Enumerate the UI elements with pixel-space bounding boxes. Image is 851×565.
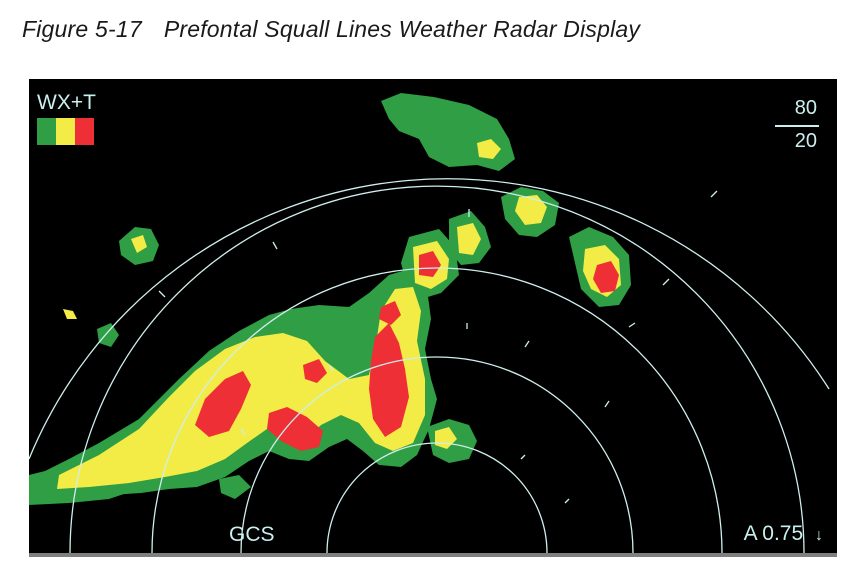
cell-north-core — [477, 139, 501, 159]
cell-far-west — [97, 323, 119, 347]
range-rings — [29, 178, 830, 553]
cell-east-1-core — [515, 195, 547, 225]
weather-radar-display: WX+T 80 20 GCS A 0.75 ↓ — [29, 79, 837, 553]
squall-red-small — [303, 359, 327, 383]
precip-red-layer — [195, 251, 619, 451]
range-inner-label: 20 — [794, 130, 817, 152]
legend-red-swatch — [75, 118, 94, 145]
intensity-legend — [37, 118, 94, 145]
azimuth-ticks — [158, 190, 718, 504]
figure-title: Prefontal Squall Lines Weather Radar Dis… — [163, 16, 641, 42]
range-ring-2 — [240, 356, 634, 553]
tilt-value: A 0.75 — [743, 522, 804, 545]
range-ring-4 — [69, 185, 805, 553]
tilt-down-arrow-icon: ↓ — [815, 527, 823, 544]
range-divider — [775, 125, 819, 127]
cell-mid-1-core — [457, 223, 481, 255]
cell-far-west-core — [63, 309, 77, 319]
cell-nw-core — [131, 235, 147, 253]
legend-green-swatch — [37, 118, 56, 145]
gcs-label: GCS — [229, 523, 275, 546]
squall-red-middle — [267, 407, 323, 451]
figure-number: Figure 5-17 — [22, 16, 142, 42]
display-bottom-border — [29, 553, 837, 557]
squall-red-east — [369, 323, 409, 437]
antenna-tilt-readout: A 0.75 ↓ — [744, 522, 823, 546]
cell-north — [381, 93, 515, 171]
radar-scope — [29, 93, 830, 553]
squall-red-north — [379, 301, 401, 325]
cell-center-north-red — [419, 251, 441, 277]
range-ring-3 — [151, 267, 723, 553]
cell-east-2-red — [593, 261, 619, 293]
squall-red-west — [195, 371, 251, 437]
figure-caption: Figure 5-17 Prefontal Squall Lines Weathe… — [22, 16, 640, 43]
range-outer-label: 80 — [794, 97, 817, 119]
legend-yellow-swatch — [56, 118, 75, 145]
radar-mode-label: WX+T — [37, 91, 96, 114]
range-ring-1 — [326, 442, 548, 553]
range-ring-5 — [29, 178, 830, 460]
cell-southwest — [219, 475, 251, 499]
